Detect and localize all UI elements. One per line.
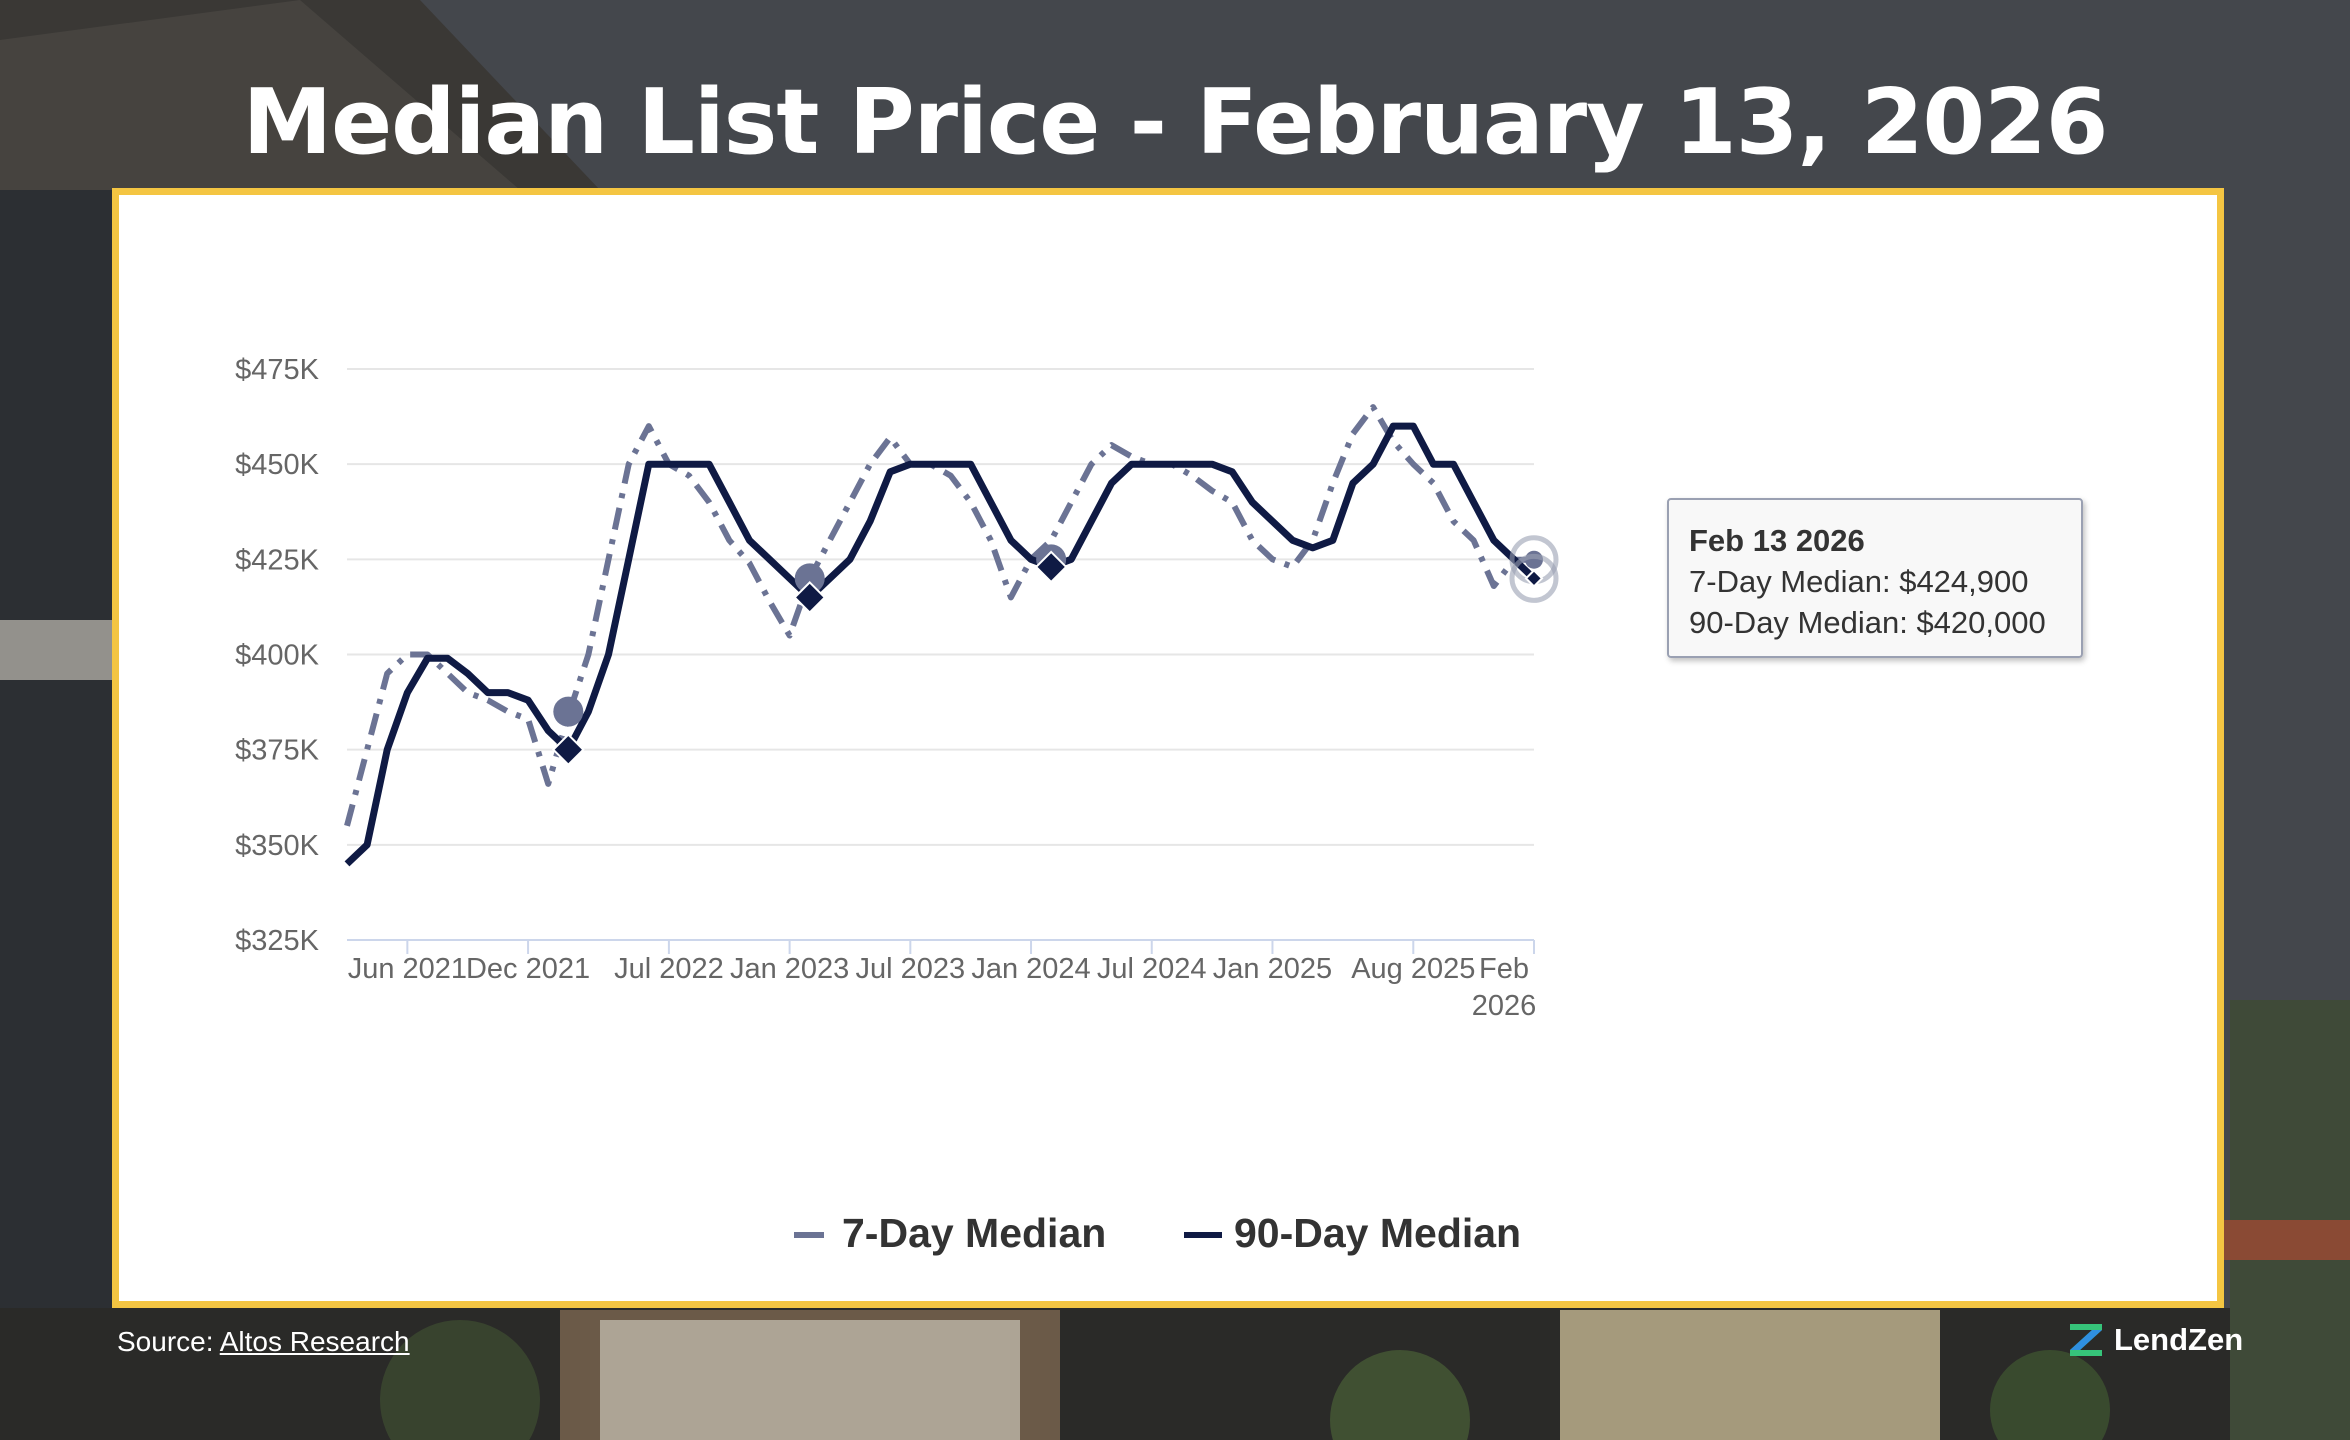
- x-tick-label: Jan 2023: [730, 953, 849, 985]
- y-tick-label: $325K: [235, 925, 320, 957]
- series-line-90-day[interactable]: [344, 422, 1537, 867]
- legend: 7-Day Median 90-Day Median: [794, 1210, 1521, 1256]
- page-title: Median List Price - February 13, 2026: [242, 70, 2109, 175]
- marker-90-day[interactable]: [1524, 568, 1544, 588]
- data-markers: [551, 535, 1559, 767]
- x-tick-label: Aug 2025: [1351, 953, 1475, 985]
- y-axis-ticks: $325K $350K $375K $400K $425K $450K $475K: [235, 354, 320, 957]
- tooltip-7-day: 7-Day Median: $424,900: [1689, 564, 2029, 599]
- brand-name: LendZen: [2114, 1322, 2244, 1357]
- y-tick-label: $450K: [235, 449, 320, 481]
- legend-label-7-day: 7-Day Median: [842, 1210, 1106, 1256]
- y-tick-label: $375K: [235, 735, 320, 767]
- marker-7-day[interactable]: [794, 563, 825, 594]
- y-tick-label: $400K: [235, 640, 320, 672]
- tooltip-90-day: 90-Day Median: $420,000: [1689, 605, 2046, 640]
- marker-90-day[interactable]: [1034, 550, 1068, 584]
- series-line-7-day[interactable]: [344, 404, 1534, 827]
- x-tick-label: Jul 2023: [855, 953, 965, 985]
- x-tick-label: Jul 2024: [1097, 953, 1207, 985]
- source-link[interactable]: Altos Research: [219, 1326, 410, 1357]
- marker-7-day[interactable]: [553, 696, 584, 727]
- line-chart: $325K $350K $375K $400K $425K $450K $475K Jun …: [235, 354, 1559, 1256]
- lendzen-logo-icon: [2070, 1324, 2102, 1356]
- x-tick-label: Jul 2022: [614, 953, 724, 985]
- legend-label-90-day: 90-Day Median: [1234, 1210, 1521, 1256]
- chart-tooltip: Feb 13 2026 7-Day Median: $424,900 90-Da…: [1667, 498, 2083, 658]
- y-tick-label: $475K: [235, 354, 320, 386]
- source-credit: Source: Altos Research: [117, 1326, 410, 1358]
- x-tick-label: Jan 2024: [971, 953, 1090, 985]
- grid-lines: [347, 368, 1534, 941]
- chart-frame: $325K $350K $375K $400K $425K $450K $475K Jun …: [112, 188, 2224, 1308]
- brand-logo: LendZen: [2068, 1322, 2243, 1358]
- marker-90-day[interactable]: [551, 733, 585, 767]
- marker-90-day[interactable]: [793, 580, 827, 614]
- y-tick-label: $350K: [235, 830, 320, 862]
- x-tick-label: Dec 2021: [466, 953, 590, 985]
- series-lines: [344, 404, 1537, 867]
- x-tick-label: Feb 2026: [1472, 953, 1537, 1022]
- x-tick-label: Jan 2025: [1213, 953, 1332, 985]
- tooltip-date: Feb 13 2026: [1689, 523, 1865, 558]
- x-tick-label: Jun 2021: [348, 953, 467, 985]
- source-label: Source:: [117, 1326, 214, 1357]
- y-tick-label: $425K: [235, 544, 320, 576]
